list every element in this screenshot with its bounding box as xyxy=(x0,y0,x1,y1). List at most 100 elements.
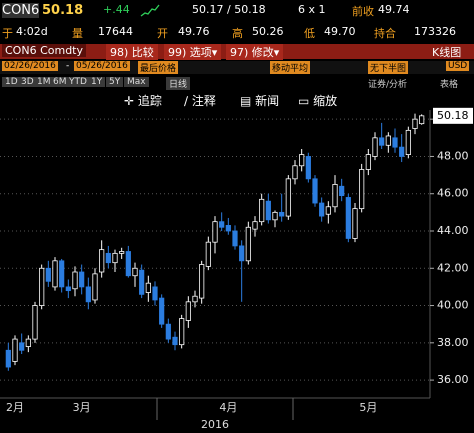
y-tick-label: 42.00 xyxy=(437,261,469,274)
table[interactable]: 表格 xyxy=(440,80,459,90)
period-button[interactable]: 1Y xyxy=(88,77,106,87)
candle-body xyxy=(5,349,11,368)
candle-body xyxy=(205,241,211,267)
candle-body xyxy=(139,269,145,295)
prev-close: 49.74 xyxy=(378,3,410,16)
candle-body xyxy=(92,273,98,301)
last-price-box xyxy=(433,107,473,124)
menu-button[interactable]: 98) 比较 xyxy=(106,44,158,60)
menu-button[interactable]: 99) 选项▾ xyxy=(164,44,222,60)
candle-body xyxy=(165,323,171,340)
period-row: 日线 证券/分析 表格 1D 3D 1M 6M YTD 1Y 5Y Max xyxy=(0,77,474,90)
analysis[interactable]: 证券/分析 xyxy=(368,80,408,90)
end-date[interactable]: 05/26/2016 xyxy=(74,61,130,71)
period-button[interactable]: 1M xyxy=(34,77,54,87)
tool-label: 新闻 xyxy=(255,94,280,108)
candle-body xyxy=(45,267,51,282)
stat-label: 高 xyxy=(232,27,243,40)
x-tick-label: 5月 xyxy=(359,401,377,414)
candle-body xyxy=(239,245,245,262)
ticker: CON6 xyxy=(2,3,40,18)
x-tick-label: 2月 xyxy=(6,401,24,414)
candle-body xyxy=(39,267,45,306)
candle-body xyxy=(372,137,378,157)
candle-body xyxy=(65,286,71,292)
period-button[interactable]: 1D xyxy=(2,77,21,87)
chart-type: K线图 xyxy=(432,46,462,59)
lower-chart[interactable]: 无下半图 xyxy=(368,61,409,74)
last-price: 50.18 xyxy=(42,3,84,18)
candle-body xyxy=(252,221,258,230)
start-date[interactable]: 02/26/2016 xyxy=(2,61,58,71)
candle-body xyxy=(412,118,418,129)
stat-label: 量 xyxy=(72,27,83,40)
candle-body xyxy=(259,198,265,223)
candle-body xyxy=(245,226,251,262)
tool[interactable]: ∕ 注释 xyxy=(184,94,216,108)
candle-body xyxy=(319,202,325,217)
settings-row: 02/26/2016 - 05/26/2016 最后价格 移动平均 无下半图 U… xyxy=(0,61,474,74)
period-button[interactable]: YTD xyxy=(66,77,90,87)
x-tick-label: 3月 xyxy=(73,401,91,414)
candle-body xyxy=(185,301,191,321)
candle-body xyxy=(379,137,385,146)
stat-value: 50.26 xyxy=(252,25,284,38)
prev-label: 前收 xyxy=(352,5,374,18)
candle-body xyxy=(119,251,125,254)
candle-body xyxy=(199,264,205,299)
candle-body xyxy=(279,211,285,217)
stat-value: 49.76 xyxy=(178,25,210,38)
candle-body xyxy=(392,137,398,148)
tool[interactable]: ▤ 新闻 xyxy=(240,94,280,108)
candle-body xyxy=(312,178,318,204)
candle-body xyxy=(72,271,78,290)
period-button[interactable]: 5Y xyxy=(106,77,124,87)
candle-body xyxy=(212,221,218,243)
candle-body xyxy=(99,249,105,273)
tool[interactable]: ✛ 追踪 xyxy=(124,94,162,108)
candle-body xyxy=(265,200,271,221)
candle-body xyxy=(192,295,198,303)
candle-body xyxy=(159,297,165,325)
menu-bar: CON6 Comdty 98) 比较 99) 选项▾ 97) 修改▾ K线图 xyxy=(0,44,474,60)
stat-value: 173326 xyxy=(414,25,456,38)
x-tick-label: 4月 xyxy=(219,401,237,414)
quote-row: CON6 50.18 +.44 50.17 / 50.18 6 x 1 前收 4… xyxy=(0,3,474,21)
candle-body xyxy=(112,252,118,264)
candle-body xyxy=(145,282,151,293)
frequency[interactable]: 日线 xyxy=(166,77,191,90)
candle-body xyxy=(345,197,351,239)
stat-value: 4:02d xyxy=(16,25,48,38)
period-button[interactable]: 3D xyxy=(18,77,37,87)
candle-body xyxy=(152,286,158,301)
candle-body xyxy=(132,267,138,277)
y-tick-label: 46.00 xyxy=(437,187,469,200)
candle-body xyxy=(365,154,371,170)
candle-body xyxy=(59,260,65,288)
currency[interactable]: USD xyxy=(446,61,470,71)
tool-label: 缩放 xyxy=(313,94,338,108)
stat-label: 于 xyxy=(2,27,13,40)
candle-body xyxy=(12,338,18,362)
menu-button[interactable]: 97) 修改▾ xyxy=(226,44,284,60)
period-button[interactable]: Max xyxy=(124,77,149,87)
stat-value: 17644 xyxy=(98,25,133,38)
y-tick-label: 48.00 xyxy=(437,149,469,162)
period-button[interactable]: 6M xyxy=(50,77,70,87)
bid-ask: 50.17 / 50.18 xyxy=(192,3,266,16)
y-tick-label: 44.00 xyxy=(437,224,469,237)
tool[interactable]: ▭ 缩放 xyxy=(298,94,338,108)
candle-body xyxy=(172,336,178,346)
candle-body xyxy=(299,154,305,167)
candle-body xyxy=(292,165,298,180)
date-sep: - xyxy=(66,61,70,71)
price-field[interactable]: 最后价格 xyxy=(138,61,179,74)
candle-body xyxy=(232,230,238,247)
toolbar: ✛ 追踪 ∕ 注释 ▤ 新闻 ▭ 缩放 xyxy=(0,92,474,109)
moving-average[interactable]: 移动平均 xyxy=(270,61,311,74)
y-tick-label: 36.00 xyxy=(437,373,469,386)
sparkline-icon xyxy=(140,4,160,17)
stat-label: 持合 xyxy=(374,27,396,40)
